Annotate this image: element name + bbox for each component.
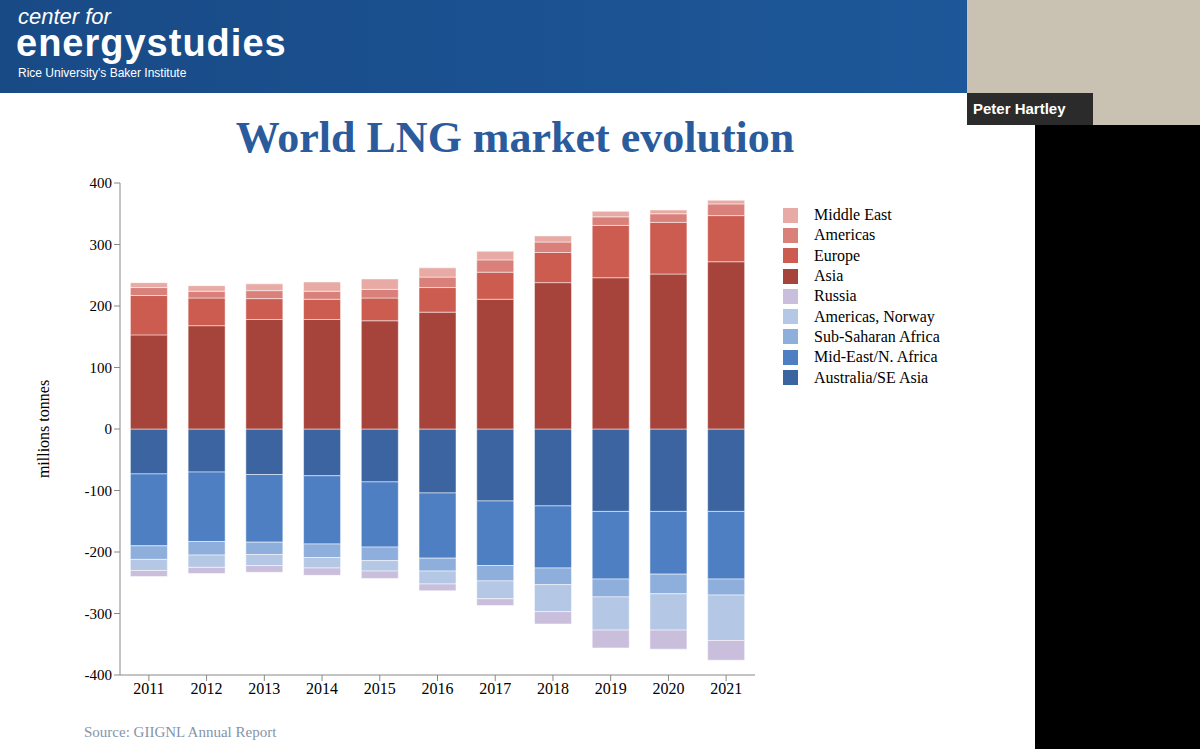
svg-text:2019: 2019 [595,680,627,697]
svg-text:2013: 2013 [248,680,280,697]
html-text:World LNG market evolution: World LNG market evolution [235,113,795,162]
html-text:Russia: Russia [814,287,857,305]
svg-text:300: 300 [90,237,113,253]
svg-text:-400: -400 [85,667,113,683]
svg-text:2011: 2011 [133,680,164,697]
svg-text:100: 100 [90,360,113,376]
svg-text:-200: -200 [85,544,113,560]
svg-text:-300: -300 [85,606,113,622]
svg-text:2014: 2014 [306,680,338,697]
svg-text:400: 400 [90,175,113,191]
svg-text:2016: 2016 [422,680,454,697]
svg-text:200: 200 [90,298,113,314]
svg-text:2012: 2012 [191,680,223,697]
html-text:Americas, Norway: Americas, Norway [814,307,935,325]
svg-text:2018: 2018 [537,680,569,697]
html-text:Americas: Americas [814,226,876,244]
svg-text:2015: 2015 [364,680,396,697]
html-text:Asia: Asia [814,267,844,284]
html-text:Sub-Saharan Africa: Sub-Saharan Africa [814,327,940,345]
html-text:Rice University's Baker Instit: Rice University's Baker Institute [18,66,187,80]
html-text:Europe: Europe [814,246,861,264]
svg-text:millions tonnes: millions tonnes [35,380,52,478]
html-text:Mid-East/N. Africa: Mid-East/N. Africa [814,348,938,366]
html-text:center for: center for [18,4,111,29]
svg-text:2020: 2020 [652,680,684,697]
html-text:Source: GIIGNL Annual Report: Source: GIIGNL Annual Report [84,724,277,740]
html-text:energystudies: energystudies [16,22,287,64]
svg-text:2017: 2017 [479,680,511,697]
html-text:Middle East: Middle East [814,206,892,224]
svg-text:0: 0 [105,421,113,437]
svg-text:-100: -100 [85,483,113,499]
html-text:Australia/SE Asia: Australia/SE Asia [814,368,929,386]
svg-text:2021: 2021 [710,680,742,697]
html-text:Peter Hartley: Peter Hartley [973,100,1066,117]
